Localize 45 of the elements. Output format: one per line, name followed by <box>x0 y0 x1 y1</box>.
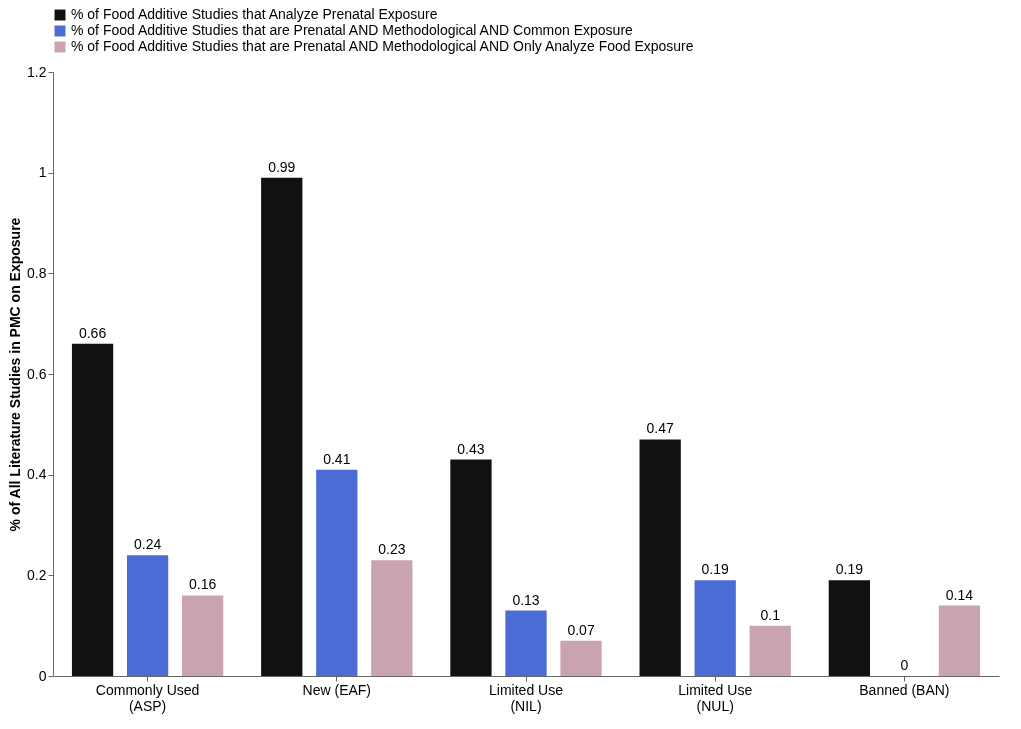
y-axis-title: % of All Literature Studies in PMC on Exposure <box>7 217 24 532</box>
bar <box>371 560 413 676</box>
bar <box>560 640 602 676</box>
data-label: 0.23 <box>378 541 406 558</box>
data-label: 0.19 <box>701 561 730 578</box>
x-tick-label: Banned (BAN) <box>859 681 950 698</box>
data-label: 0.14 <box>945 586 974 603</box>
bar <box>828 580 870 676</box>
data-label: 0.1 <box>760 606 781 623</box>
bar <box>694 580 736 676</box>
data-label: 0 <box>900 657 909 673</box>
bar <box>316 469 358 676</box>
bar <box>938 605 981 676</box>
bar <box>450 459 492 676</box>
y-tick-label: 0.4 <box>27 466 47 483</box>
bar <box>126 555 169 676</box>
bar <box>749 625 791 676</box>
bar <box>639 439 681 676</box>
bar <box>505 610 547 676</box>
bar <box>261 177 303 676</box>
legend-label: % of Food Additive Studies that Analyze Prenatal Exposure <box>71 6 438 22</box>
y-tick-label: 0.2 <box>27 566 47 583</box>
y-tick-label: 0 <box>38 667 47 684</box>
data-label: 0.43 <box>457 440 485 457</box>
y-tick-label: 1 <box>38 164 47 181</box>
x-tick-label: New (EAF) <box>302 681 372 698</box>
data-label: 0.13 <box>512 591 540 608</box>
bar <box>71 343 114 676</box>
x-tick-label: Limited Use (NIL) <box>489 681 564 714</box>
data-label: 0.16 <box>189 576 217 593</box>
x-tick-label: Commonly Used (ASP) <box>95 681 200 714</box>
data-label: 0.19 <box>835 561 864 578</box>
data-label: 0.66 <box>78 324 107 341</box>
data-label: 0.99 <box>268 158 296 175</box>
x-tick-label: Limited Use (NUL) <box>678 681 753 714</box>
y-tick-label: 0.6 <box>27 365 47 382</box>
bar <box>182 595 224 676</box>
y-tick-label: 0.8 <box>27 264 47 281</box>
data-label: 0.07 <box>567 621 595 638</box>
legend-label: % of Food Additive Studies that are Prenatal AND Methodological AND Only Analyze Food Exposure <box>71 38 694 54</box>
legend-label: % of Food Additive Studies that are Prenatal AND Methodological AND Common Exposure <box>71 22 634 38</box>
data-label: 0.47 <box>646 420 674 437</box>
data-label: 0.24 <box>133 536 162 553</box>
y-tick-label: 1.2 <box>27 63 47 80</box>
data-label: 0.41 <box>323 450 351 467</box>
